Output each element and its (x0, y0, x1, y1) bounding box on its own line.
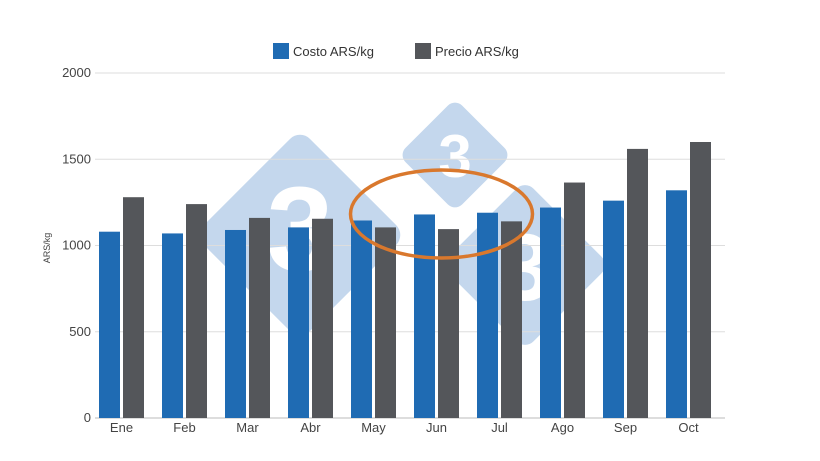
bar-precio-ene (123, 197, 144, 418)
legend-item: Precio ARS/kg (415, 43, 519, 59)
bar-precio-mar (249, 217, 270, 418)
bar-costo-oct (666, 190, 687, 418)
legend: Costo ARS/kg Precio ARS/kg (273, 43, 519, 59)
bar-costo-abr (288, 227, 309, 418)
bar-precio-abr (312, 218, 333, 418)
bar-costo-jun (414, 214, 435, 418)
bar-costo-feb (162, 233, 183, 418)
y-tick-label: 500 (69, 324, 91, 339)
bar-precio-feb (186, 204, 207, 418)
highlight-ellipse (348, 168, 535, 260)
x-tick-label: Mar (236, 420, 259, 435)
y-axis: 0 500 1000 1500 2000 (62, 65, 91, 425)
x-tick-label: Jul (491, 420, 508, 435)
bars (99, 142, 711, 418)
bar-precio-ago (564, 182, 585, 418)
bar-precio-may (375, 227, 396, 418)
legend-swatch (415, 43, 431, 59)
y-tick-label: 1000 (62, 238, 91, 253)
y-tick-label: 1500 (62, 151, 91, 166)
bar-costo-ago (540, 207, 561, 418)
svg-text:3: 3 (438, 123, 471, 190)
legend-item: Costo ARS/kg (273, 43, 374, 59)
bar-costo-sep (603, 200, 624, 418)
bar-costo-jul (477, 212, 498, 418)
x-axis: Ene Feb Mar Abr May Jun Jul Ago Sep Oct (110, 420, 699, 435)
x-tick-label: Ene (110, 420, 133, 435)
x-tick-label: Feb (173, 420, 195, 435)
bar-precio-sep (627, 148, 648, 418)
y-axis-label: ARS/kg (42, 233, 52, 264)
x-tick-label: Jun (426, 420, 447, 435)
bar-precio-oct (690, 142, 711, 418)
x-tick-label: Sep (614, 420, 637, 435)
x-tick-label: Ago (551, 420, 574, 435)
bar-costo-ene (99, 231, 120, 418)
y-tick-label: 0 (84, 410, 91, 425)
annotation-ellipse (348, 168, 535, 260)
y-tick-label: 2000 (62, 65, 91, 80)
x-tick-label: Oct (678, 420, 699, 435)
legend-label: Costo ARS/kg (293, 44, 374, 59)
bar-precio-jun (438, 229, 459, 418)
legend-label: Precio ARS/kg (435, 44, 519, 59)
bar-costo-may (351, 220, 372, 418)
x-tick-label: May (361, 420, 386, 435)
x-tick-label: Abr (300, 420, 321, 435)
legend-swatch (273, 43, 289, 59)
bar-costo-mar (225, 229, 246, 418)
bar-precio-jul (501, 221, 522, 418)
